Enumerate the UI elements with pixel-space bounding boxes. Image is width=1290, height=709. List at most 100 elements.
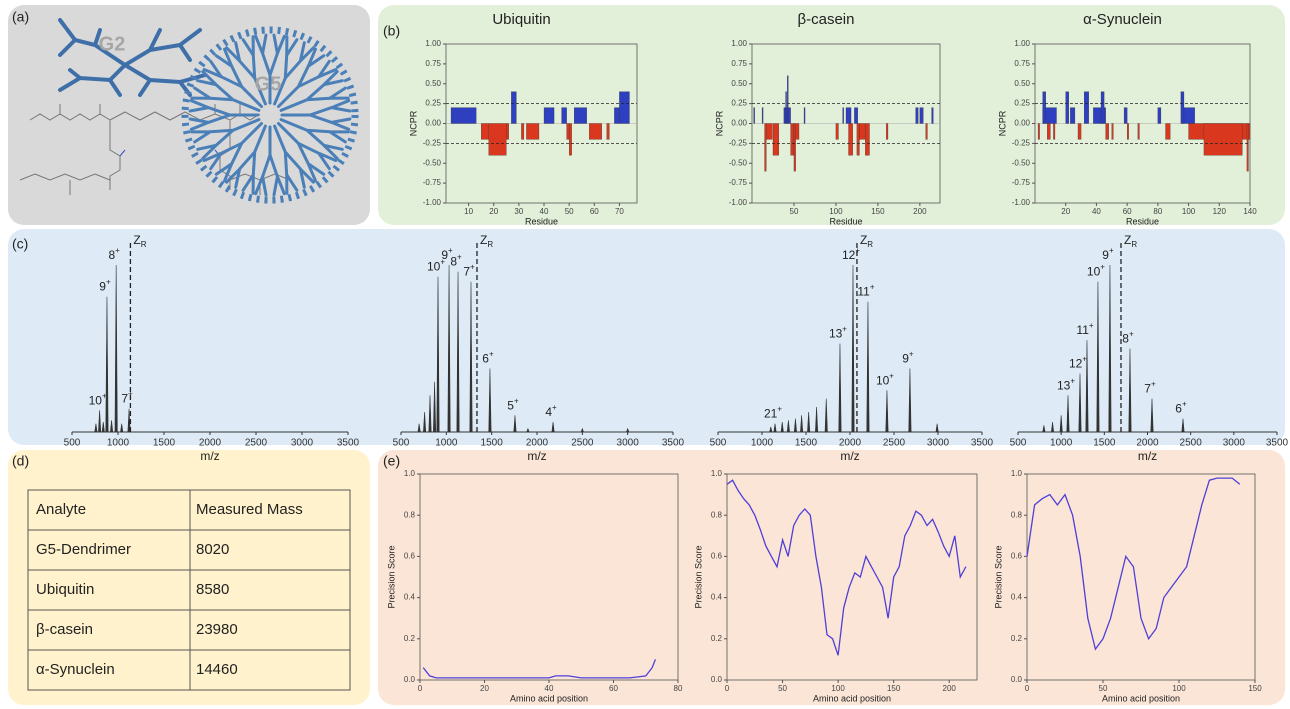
ncpr-bar [1053,124,1055,140]
y-tick-label: -1.00 [1012,198,1031,207]
ncpr-bar [786,92,787,124]
ncpr-bar [1138,124,1140,140]
x-tick-label: 3500 [337,438,360,449]
ncpr-bar [1181,92,1184,124]
ncpr-bar [1043,92,1046,124]
y-tick-label: 0.0 [404,675,416,684]
y-axis-label: NCPR [408,110,418,136]
ncpr-bar [854,108,857,124]
x-tick-label: 3500 [971,438,994,449]
y-tick-label: 0.2 [404,634,416,643]
x-tick-label: 50 [565,207,574,216]
ncpr-bar [843,108,844,124]
ncpr-bar [849,124,853,156]
y-tick-label: -0.75 [1012,178,1031,187]
y-tick-label: 0.00 [1014,119,1030,128]
ncpr-bar [865,124,869,156]
x-tick-label: 1000 [435,438,458,449]
panel-e-bg [378,450,1285,705]
y-tick-label: 0.75 [1014,59,1030,68]
y-tick-label: 0.6 [1011,552,1023,561]
panel-label: (b) [383,23,400,39]
ncpr-bar [489,124,507,156]
ncpr-bar [574,108,587,124]
x-tick-label: 60 [1123,207,1132,216]
ncpr-bar [1038,124,1040,140]
panel-label: (a) [12,9,29,25]
x-tick-label: 0 [1025,684,1030,693]
ncpr-bar [932,108,934,124]
x-tick-label: 200 [913,207,927,216]
table-cell: 23980 [196,621,238,638]
x-tick-label: 20 [489,207,498,216]
x-axis-label: m/z [200,449,219,463]
x-tick-label: 120 [1213,207,1227,216]
ncpr-bar [1101,92,1104,124]
ncpr-bar [1166,124,1171,140]
ncpr-bar [1106,124,1109,140]
ncpr-bar [1078,124,1081,140]
x-tick-label: 50 [790,207,799,216]
x-tick-label: 3000 [1223,438,1246,449]
panel-label: (c) [12,236,28,252]
y-tick-label: 0.25 [1014,99,1030,108]
ncpr-bar [804,108,805,124]
y-tick-label: 0.75 [731,59,747,68]
x-axis-label: m/z [527,449,546,463]
y-axis-label: Precision Score [693,545,703,608]
x-tick-label: 200 [943,684,957,693]
panel-label: (e) [383,453,400,469]
x-tick-label: 100 [829,207,843,216]
y-tick-label: 0.0 [711,675,723,684]
chart-title: Ubiquitin [492,11,550,28]
ncpr-bar [567,124,570,140]
ncpr-bar [1066,92,1069,124]
g2-label: G2 [99,33,126,55]
ncpr-bar [787,76,788,124]
x-tick-label: 40 [540,207,549,216]
y-tick-label: 1.00 [425,39,441,48]
ncpr-bar [762,108,763,124]
x-tick-label: 100 [1172,684,1186,693]
x-tick-label: 60 [609,684,618,693]
x-tick-label: 2500 [1180,438,1203,449]
x-tick-label: 1500 [1093,438,1116,449]
x-axis-label: Residue [525,216,558,226]
ncpr-bar [794,124,796,172]
ncpr-bar [754,108,755,124]
ncpr-bar [773,124,779,156]
y-tick-label: 0.25 [425,99,441,108]
panel-c-bg [8,229,1285,445]
ncpr-bar [569,124,572,156]
x-tick-label: 3500 [1266,438,1289,449]
y-tick-label: -0.25 [423,138,442,147]
ncpr-bar [846,108,851,124]
table-cell: 8020 [196,541,229,558]
x-tick-label: 150 [871,207,885,216]
x-axis-label: Amino acid position [813,693,891,703]
x-tick-label: 80 [1153,207,1162,216]
ncpr-bar [920,108,923,124]
x-tick-label: 500 [710,438,727,449]
y-tick-label: 1.00 [731,39,747,48]
y-tick-label: -0.50 [1012,158,1031,167]
ncpr-bar [1247,124,1249,172]
x-tick-label: 30 [514,207,523,216]
x-axis-label: Amino acid position [510,693,588,703]
x-tick-label: 500 [393,438,410,449]
x-tick-label: 10 [464,207,473,216]
x-tick-label: 500 [1010,438,1027,449]
x-tick-label: 1000 [751,438,774,449]
y-tick-label: 1.0 [404,469,416,478]
x-tick-label: 20 [1061,207,1070,216]
y-tick-label: 1.00 [1014,39,1030,48]
x-tick-label: 150 [1248,684,1262,693]
table-header: Analyte [36,501,86,518]
x-tick-label: 3000 [617,438,640,449]
ncpr-bar [481,124,489,140]
x-tick-label: 0 [725,684,730,693]
y-axis-label: NCPR [714,110,724,136]
x-tick-label: 3000 [927,438,950,449]
y-tick-label: -1.00 [423,198,442,207]
x-tick-label: 2000 [1136,438,1159,449]
